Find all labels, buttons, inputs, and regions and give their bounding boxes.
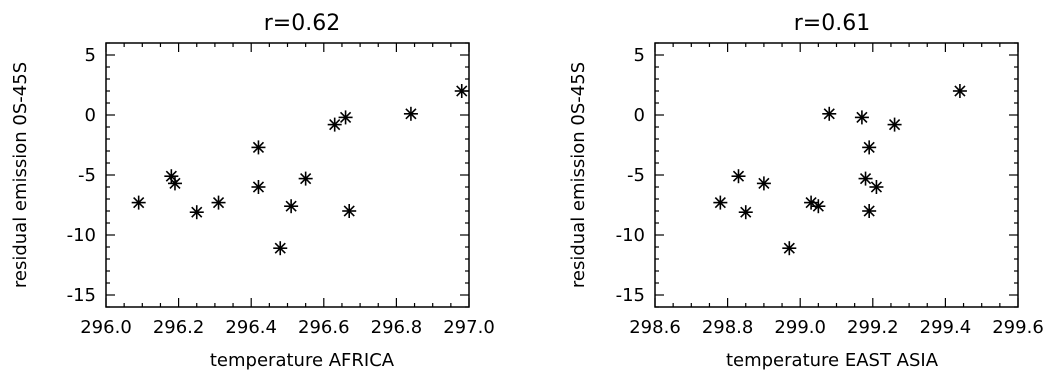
data-point — [756, 176, 771, 191]
plot-frame — [105, 42, 470, 308]
y-axis-label: residual emission 0S-45S — [10, 62, 31, 288]
x-tick-label: 299.6 — [992, 317, 1044, 338]
x-tick-label: 296.8 — [371, 317, 423, 338]
data-point — [811, 199, 826, 214]
x-tick-label: 296.2 — [153, 317, 205, 338]
data-point — [887, 117, 902, 132]
y-tick-label: -15 — [67, 285, 96, 306]
y-tick-label: -15 — [616, 285, 645, 306]
data-point — [738, 205, 753, 220]
data-point — [862, 204, 877, 218]
data-point — [251, 140, 266, 155]
x-tick-label: 298.8 — [702, 317, 754, 338]
data-point — [189, 205, 204, 220]
y-tick-label: -10 — [616, 225, 645, 246]
data-point — [338, 110, 353, 125]
data-point — [251, 180, 266, 194]
y-tick-label: 0 — [634, 105, 645, 126]
y-tick-label: -5 — [78, 165, 96, 186]
data-point — [327, 117, 342, 132]
data-point — [862, 140, 877, 155]
data-point — [454, 84, 469, 98]
data-point — [273, 241, 288, 256]
x-tick-label: 296.4 — [225, 317, 277, 338]
x-tick-label: 298.6 — [629, 317, 681, 338]
chart-title: r=0.62 — [264, 11, 340, 36]
x-axis-label: temperature EAST ASIA — [726, 350, 939, 371]
data-point — [854, 110, 869, 125]
data-point — [342, 204, 357, 218]
y-tick-label: 0 — [85, 105, 96, 126]
data-point — [782, 241, 797, 256]
data-point — [731, 169, 746, 184]
data-point — [298, 171, 313, 186]
data-point — [284, 199, 299, 214]
x-tick-label: 299.4 — [920, 317, 972, 338]
data-point — [822, 106, 837, 121]
x-axis-label: temperature AFRICA — [210, 350, 395, 371]
y-axis-label: residual emission 0S-45S — [568, 62, 589, 288]
y-tick-label: -5 — [627, 165, 645, 186]
data-point — [167, 176, 182, 191]
data-point — [403, 106, 418, 121]
data-point — [869, 180, 884, 194]
x-tick-label: 296.6 — [298, 317, 350, 338]
x-tick-label: 297.0 — [443, 317, 495, 338]
scatter-panel-africa: r=0.62 temperature AFRICA residual emiss… — [10, 11, 495, 371]
x-tick-label: 299.2 — [847, 317, 899, 338]
x-tick-label: 299.0 — [774, 317, 826, 338]
x-tick-label: 296.0 — [80, 317, 132, 338]
data-point — [952, 84, 967, 98]
data-point — [713, 195, 728, 210]
scatter-panel-east-asia: r=0.61 temperature EAST ASIA residual em… — [568, 11, 1044, 371]
data-point — [858, 171, 873, 186]
plot-frame — [654, 42, 1019, 308]
y-tick-label: 5 — [85, 45, 96, 66]
data-point — [131, 195, 146, 210]
y-tick-label: -10 — [67, 225, 96, 246]
y-tick-label: 5 — [634, 45, 645, 66]
data-point — [211, 195, 226, 210]
chart-title: r=0.61 — [794, 11, 870, 36]
